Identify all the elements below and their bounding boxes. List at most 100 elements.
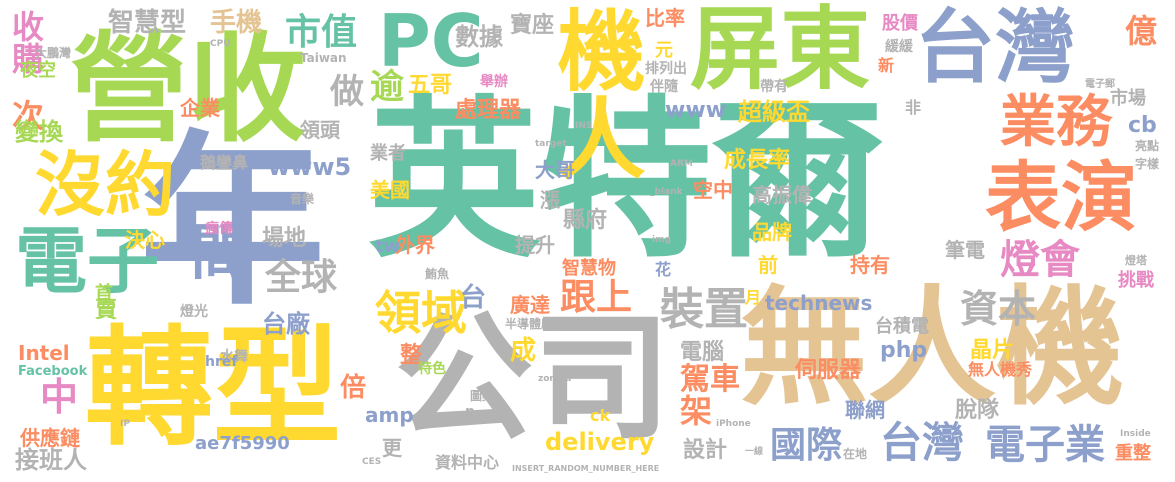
word-host: 舉辦	[480, 74, 508, 90]
word-determination: 決心	[125, 228, 165, 252]
word-design: 設計	[683, 438, 728, 463]
word-stock-price: 股價	[882, 13, 918, 34]
word-drive: 駕車	[680, 362, 740, 397]
word-year: 年	[140, 114, 325, 330]
word-flower: 花	[655, 260, 672, 279]
word-operators: 業者	[370, 143, 406, 164]
word-become: 成	[510, 336, 537, 366]
word-rise: 漲	[540, 188, 560, 212]
word-front: 前	[758, 253, 778, 277]
word-no-appointment: 沒約	[35, 144, 175, 226]
word-arrange: 排列出	[645, 61, 687, 77]
word-do: 做	[330, 72, 364, 112]
word-pattern: 圖案	[470, 389, 495, 403]
word-intel: Intel	[18, 341, 70, 365]
word-phone: 手機	[210, 8, 263, 38]
word-server: 伺服器	[795, 358, 862, 383]
word-arm: ARM	[670, 159, 693, 169]
word-tai: 台	[460, 283, 487, 313]
word-exceed: 逾	[370, 67, 404, 107]
word-sell: 賣	[95, 298, 118, 323]
word-successor: 接班人	[15, 446, 87, 474]
word-market-cap: 市值	[285, 12, 358, 53]
word-market: 市場	[1110, 88, 1146, 109]
word-water-dance: 水舞	[220, 349, 248, 365]
word-slowly: 緩緩	[885, 39, 913, 55]
word-whole: 整	[400, 343, 423, 368]
word-network: 聯網	[845, 398, 885, 422]
word-lights: 燈光	[180, 304, 208, 320]
word-keep-up: 跟上	[560, 277, 633, 318]
word-improve: 提升	[515, 233, 555, 257]
word-tw: tw	[375, 236, 401, 257]
word-device: 裝置	[660, 284, 748, 335]
word-feature: 特色	[418, 361, 446, 377]
word-local: 在地	[843, 447, 868, 461]
word-middle: 中	[40, 375, 79, 419]
word-insert-random: INSERT_RANDOM_NUMBER_HERE	[512, 464, 660, 473]
word-month: 月	[745, 288, 762, 307]
word-dropout: 脫隊	[955, 398, 1000, 423]
word-gao-zhenwei: 高振偉	[752, 183, 812, 207]
word-domain: 領域	[375, 286, 467, 340]
word-href: href	[205, 354, 238, 370]
word-php: php	[880, 338, 928, 363]
word-img: img	[652, 235, 671, 245]
word-facebook: Facebook	[18, 364, 88, 379]
word-processor: 處理器	[455, 98, 522, 123]
word-performance: 表演	[985, 153, 1137, 242]
word-midair: 空中	[693, 178, 733, 202]
word-electronics-industry: 電子業	[985, 422, 1105, 468]
word-between: 間	[180, 220, 250, 280]
word-brand: 品牌	[752, 220, 792, 244]
word-multiple: 倍	[340, 373, 367, 403]
word-ip: IP	[120, 419, 130, 429]
word-county-government: 縣府	[563, 208, 608, 233]
word-international: 國際	[770, 425, 843, 466]
word-throne: 寶座	[510, 13, 555, 38]
word-amp: amp	[365, 403, 414, 427]
word-hundred-million: 億	[1125, 12, 1158, 50]
word-cpu: CPU	[210, 39, 231, 49]
word-hold: 持有	[850, 253, 890, 277]
word-taiwan-firms: 台廠	[262, 310, 310, 338]
word-revenue: 營收	[70, 20, 307, 158]
word-enterprise: 企業	[180, 96, 220, 120]
word-supply-chain: 供應鏈	[20, 426, 80, 450]
word-transformation: 轉型	[85, 314, 342, 463]
word-chip: 晶片	[970, 338, 1015, 363]
word-ins: INS	[575, 121, 593, 131]
word-lantern-festival: 燈會	[1000, 237, 1080, 283]
word-more: 更	[382, 436, 402, 460]
word-machine-person: 機人	[543, 5, 646, 181]
word-restructure: 重整	[1115, 443, 1151, 464]
word-laptop: 筆電	[945, 238, 985, 262]
word-intel-cn: 英特爾	[368, 80, 884, 281]
word-eluanbi: 鵝鑾鼻	[200, 153, 249, 172]
word-lettering: 字樣	[1135, 157, 1160, 171]
word-capital: 資本	[960, 287, 1037, 331]
word-drone: 無人機	[740, 274, 1125, 423]
word-times: 次	[12, 97, 45, 135]
word-night-sky: 夜空	[20, 60, 56, 81]
word-business: 業務	[1000, 90, 1112, 155]
word-usa: 美國	[370, 178, 410, 202]
word-semiconductor-fab: 半導體廠	[505, 317, 554, 331]
word-outside-world: 外界	[395, 233, 435, 257]
word-pingtung: 屏東	[690, 0, 870, 102]
word-smart-things: 智慧物	[562, 258, 616, 279]
word-frame: 架	[680, 392, 713, 430]
word-new: 新	[878, 56, 895, 75]
word-dapeng-bay: 大鵬灣	[35, 46, 72, 60]
word-first-line: 一線	[745, 447, 764, 457]
word-accompany: 伴隨	[650, 79, 678, 95]
word-growth-rate: 成長率	[724, 148, 791, 173]
word-ck: ck	[590, 406, 611, 425]
word-iphone: iPhone	[716, 419, 751, 429]
word-ratio: 比率	[645, 6, 685, 30]
word-computer: 電腦	[680, 340, 725, 365]
word-data: 數據	[455, 23, 503, 51]
word-n: n	[465, 404, 475, 420]
word-challenge: 挑戰	[1118, 270, 1154, 291]
